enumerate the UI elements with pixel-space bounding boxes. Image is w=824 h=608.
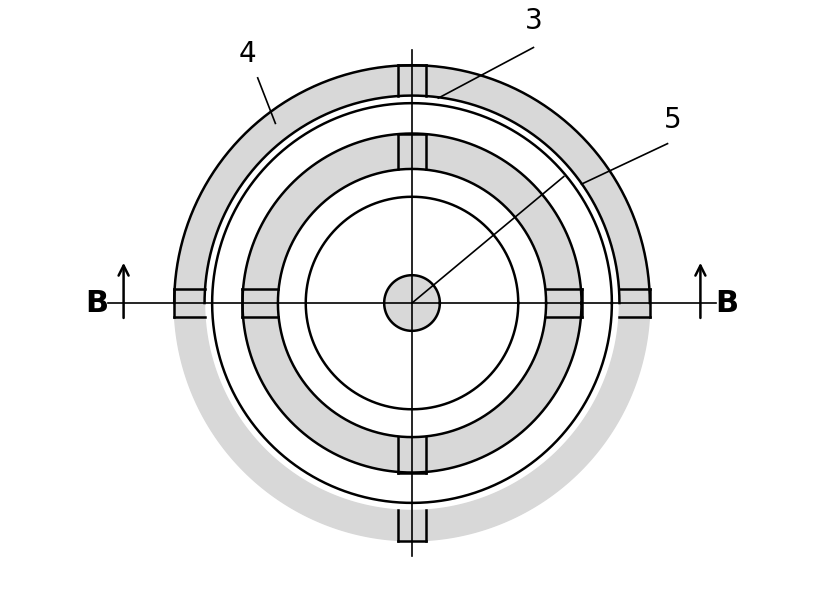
Text: B: B [86,289,109,317]
Text: 3: 3 [525,7,542,35]
Text: B: B [715,289,738,317]
Polygon shape [174,65,650,303]
Polygon shape [174,303,650,541]
Text: 4: 4 [239,40,256,67]
Polygon shape [384,275,440,331]
Polygon shape [242,303,582,472]
Polygon shape [242,134,582,303]
Text: 5: 5 [664,106,681,134]
